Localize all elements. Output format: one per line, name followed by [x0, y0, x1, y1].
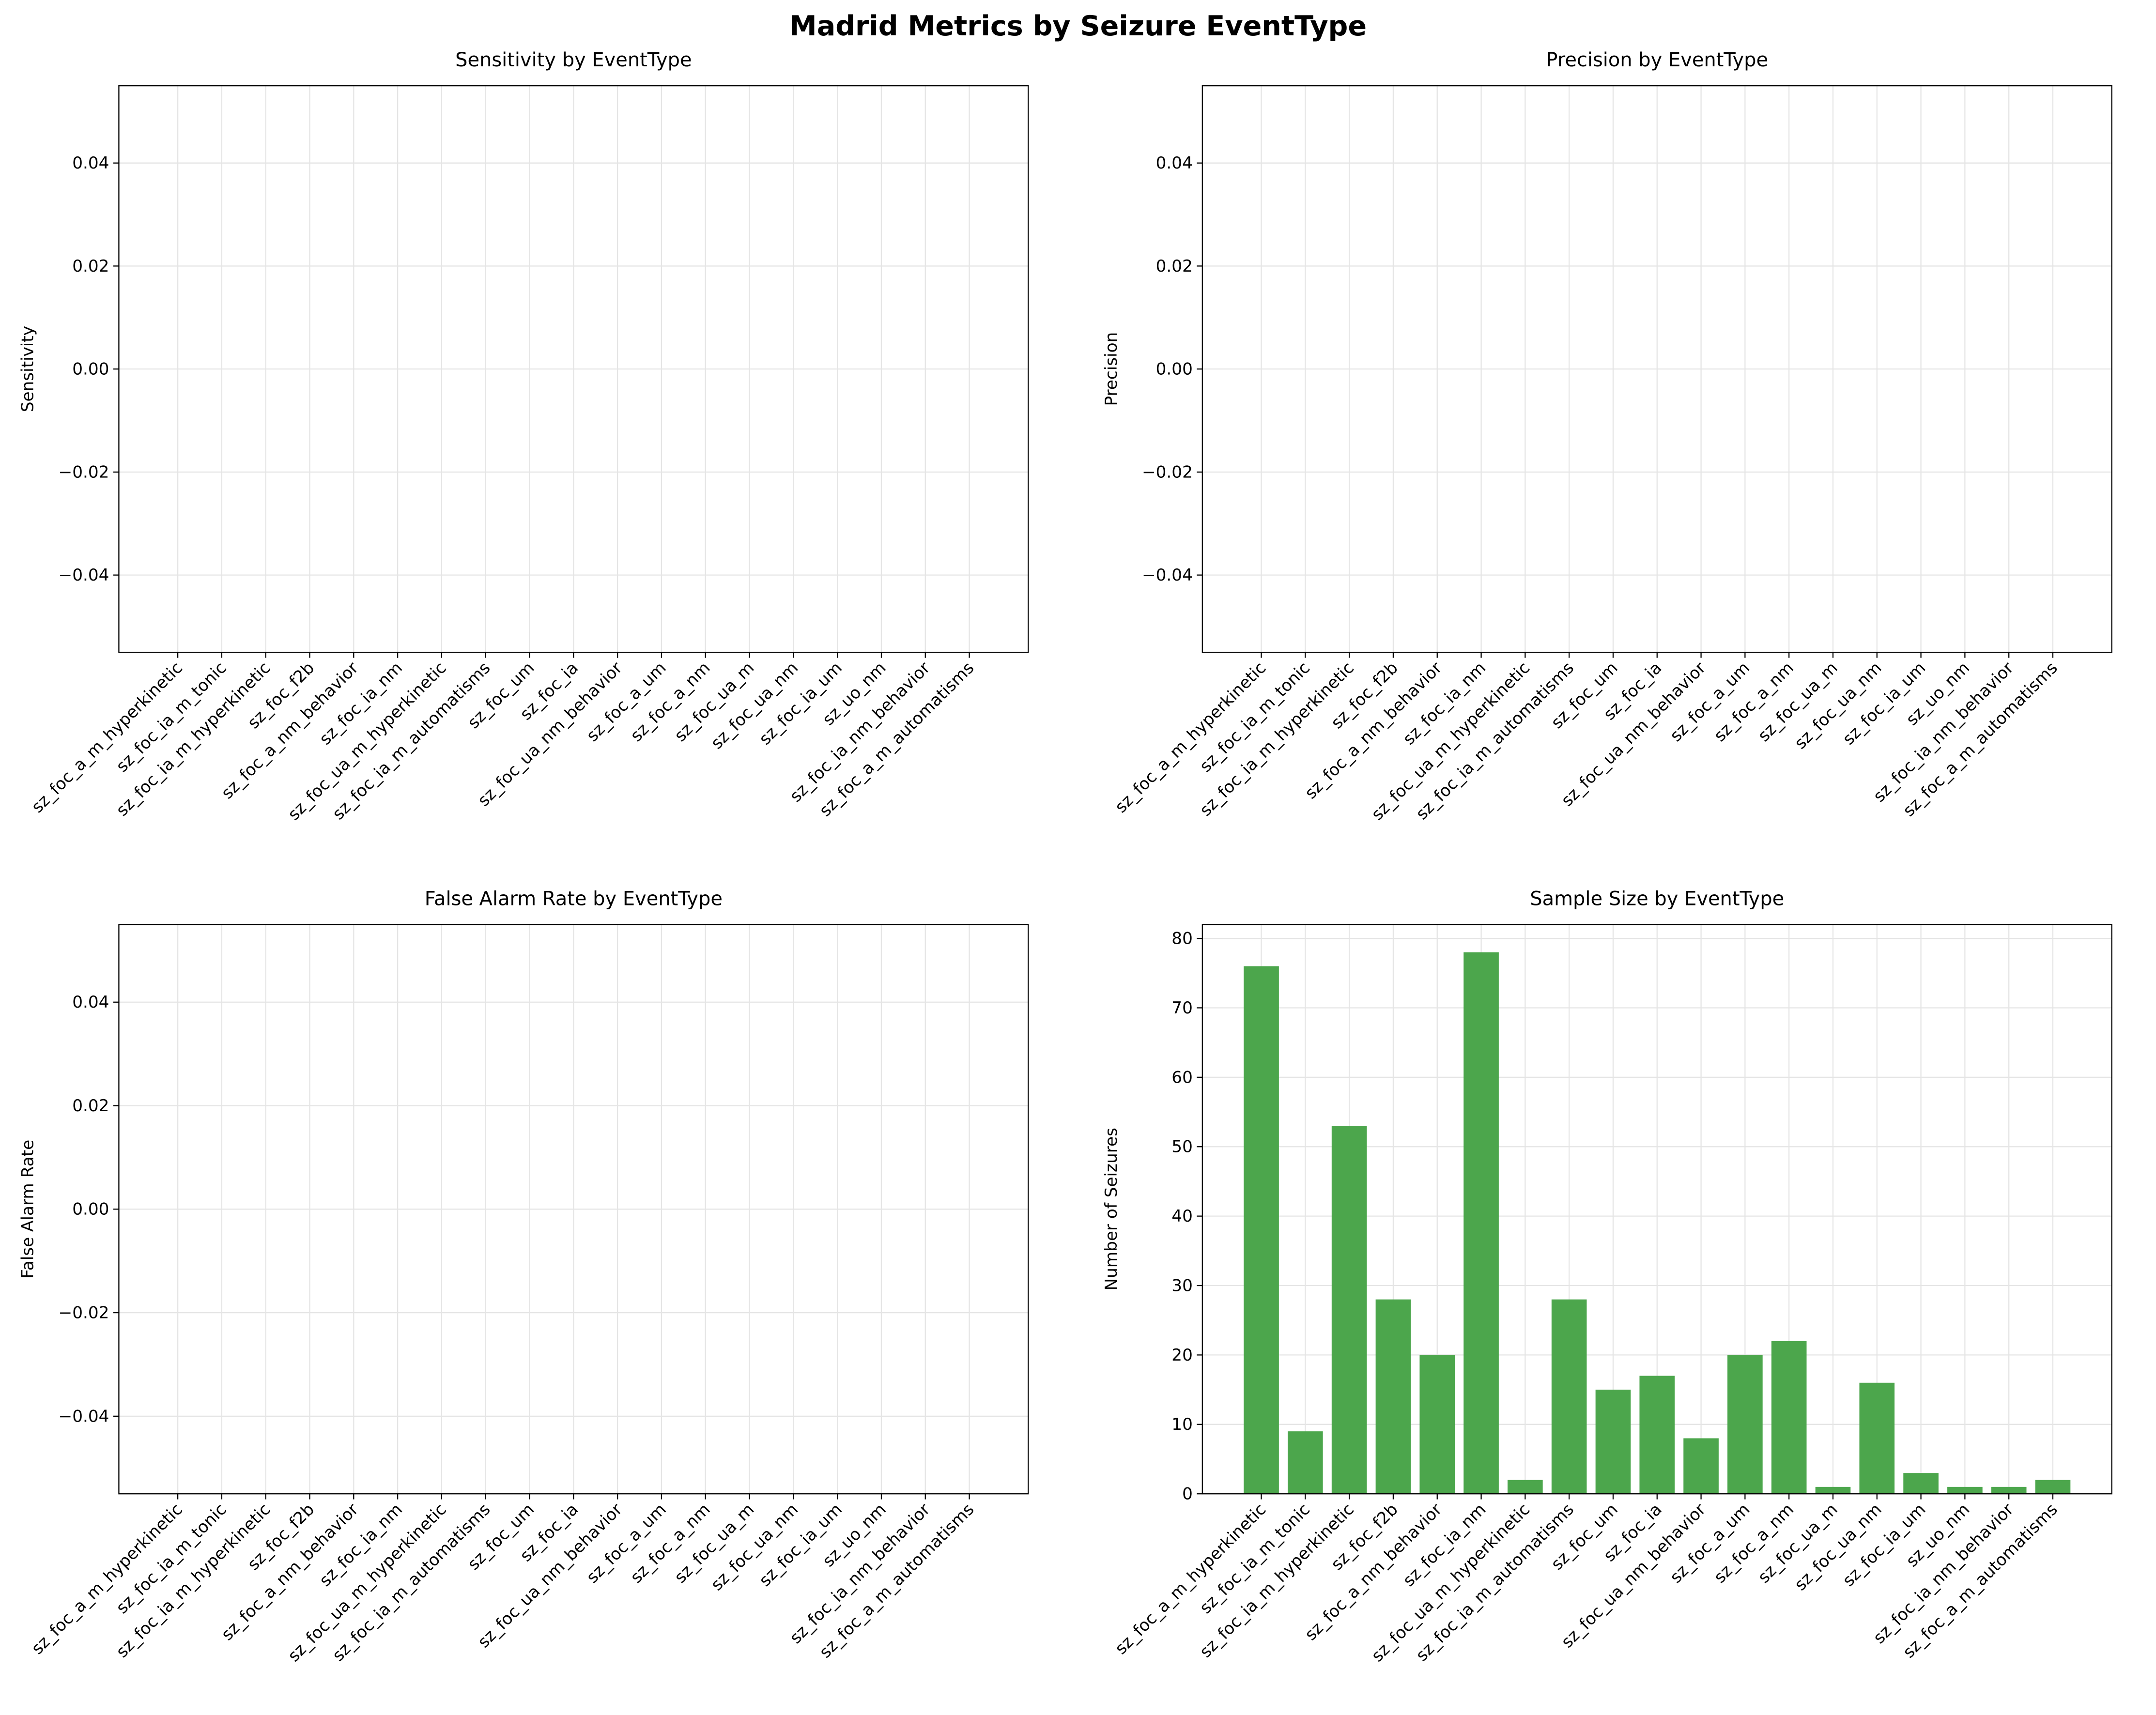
bar: [2035, 1480, 2071, 1494]
bar: [1771, 1341, 1807, 1494]
y-tick-label: 10: [1171, 1415, 1193, 1434]
y-tick-label: 0.04: [1156, 153, 1193, 173]
bar: [1903, 1473, 1939, 1494]
y-tick-label: −0.02: [59, 1303, 109, 1322]
chart-title: False Alarm Rate by EventType: [425, 888, 723, 910]
y-tick-label: −0.02: [1142, 462, 1193, 482]
y-tick-label: 20: [1171, 1346, 1193, 1365]
bar: [1551, 1299, 1587, 1494]
chart-title: Sample Size by EventType: [1530, 888, 1784, 910]
bar: [1331, 1126, 1367, 1494]
y-tick-label: 0.00: [1156, 360, 1193, 379]
y-tick-label: 0.00: [72, 360, 109, 379]
plot-frame: [118, 924, 1029, 1495]
plot-frame: [1201, 924, 2112, 1495]
plot-frame: [118, 85, 1029, 653]
y-tick-label: 0: [1182, 1485, 1193, 1504]
bar: [1463, 952, 1499, 1494]
y-tick-label: −0.04: [59, 566, 109, 585]
y-tick-label: 0.02: [72, 257, 109, 276]
y-tick-label: −0.04: [59, 1407, 109, 1426]
y-tick-label: 60: [1171, 1068, 1193, 1087]
y-axis-label: Number of Seizures: [1102, 1128, 1121, 1290]
bar: [1244, 966, 1279, 1494]
y-axis-label: Precision: [1102, 332, 1121, 406]
bar: [1991, 1486, 2027, 1494]
y-tick-label: 70: [1171, 998, 1193, 1018]
y-tick-label: 30: [1171, 1276, 1193, 1295]
chart-title: Sensitivity by EventType: [455, 49, 692, 71]
y-tick-label: 0.02: [1156, 257, 1193, 276]
figure-title: Madrid Metrics by Seizure EventType: [789, 10, 1367, 42]
y-tick-label: 0.00: [72, 1200, 109, 1219]
bar: [1947, 1486, 1983, 1494]
bar: [1419, 1355, 1455, 1494]
y-axis-label: Sensitivity: [18, 326, 37, 412]
bar: [1375, 1299, 1411, 1494]
bar: [1639, 1376, 1675, 1494]
bar: [1859, 1382, 1895, 1494]
y-tick-label: 0.04: [72, 993, 109, 1012]
bar: [1727, 1355, 1763, 1494]
y-tick-label: 0.02: [72, 1096, 109, 1116]
bar: [1288, 1431, 1323, 1494]
y-tick-label: −0.02: [59, 462, 109, 482]
y-tick-label: 40: [1171, 1207, 1193, 1226]
y-tick-label: 80: [1171, 929, 1193, 949]
bar: [1595, 1390, 1631, 1494]
plot-frame: [1201, 85, 2112, 653]
y-tick-label: 50: [1171, 1137, 1193, 1157]
bar: [1508, 1480, 1543, 1494]
chart-title: Precision by EventType: [1546, 49, 1768, 71]
y-axis-label: False Alarm Rate: [18, 1140, 37, 1279]
bar: [1815, 1486, 1851, 1494]
y-tick-label: −0.04: [1142, 566, 1193, 585]
y-tick-label: 0.04: [72, 153, 109, 173]
bar: [1683, 1438, 1719, 1494]
